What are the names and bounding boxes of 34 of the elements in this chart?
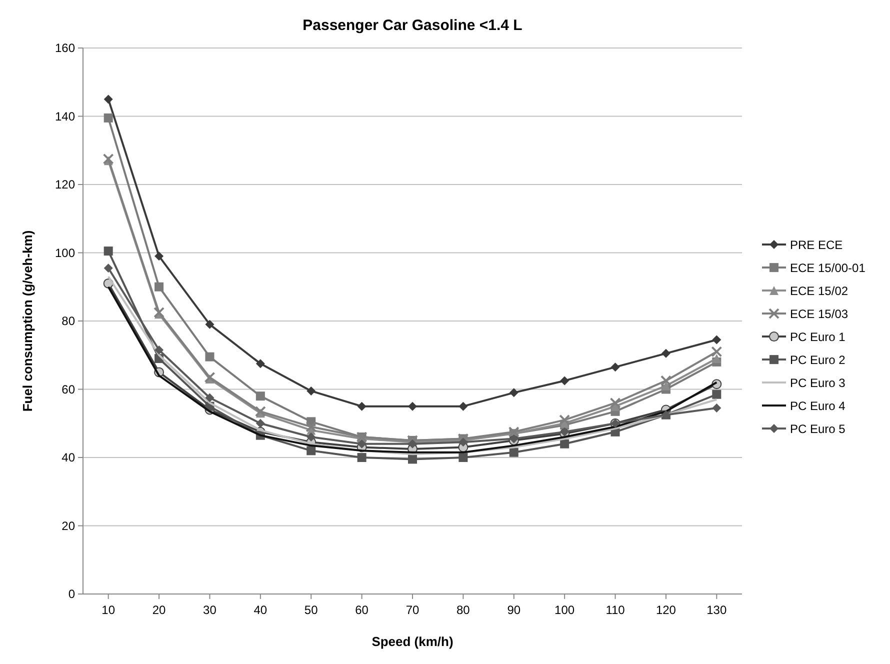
chart-title: Passenger Car Gasoline <1.4 L — [302, 17, 522, 34]
y-tick-label: 140 — [54, 109, 76, 124]
y-tick-label: 80 — [62, 314, 76, 328]
x-tick-label: 80 — [456, 603, 470, 617]
x-tick-label: 130 — [706, 603, 727, 617]
legend-label: PC Euro 2 — [790, 352, 846, 367]
legend-label: PC Euro 1 — [790, 330, 846, 344]
y-tick-label: 0 — [68, 587, 76, 602]
x-tick-label: 40 — [254, 603, 268, 617]
x-tick-label: 100 — [554, 603, 575, 617]
x-axis-title: Speed (km/h) — [372, 634, 454, 649]
x-tick-label: 10 — [102, 603, 116, 617]
y-axis-title: Fuel consumption (g/veh-km) — [20, 230, 35, 412]
y-tick-label: 120 — [54, 178, 76, 192]
x-tick-label: 50 — [304, 603, 318, 617]
legend-label: ECE 15/02 — [790, 284, 848, 298]
y-tick-label: 100 — [54, 246, 76, 260]
legend-label: PC Euro 3 — [790, 376, 846, 390]
y-tick-label: 20 — [62, 518, 76, 533]
y-tick-label: 40 — [62, 450, 76, 465]
x-tick-label: 120 — [656, 603, 676, 617]
x-tick-label: 90 — [507, 603, 521, 617]
x-tick-label: 20 — [152, 603, 166, 617]
y-tick-label: 160 — [54, 41, 76, 56]
legend-label: ECE 15/00-01 — [790, 260, 866, 275]
legend-label: PC Euro 5 — [790, 422, 846, 436]
x-tick-label: 70 — [406, 603, 420, 617]
y-tick-label: 60 — [62, 382, 76, 396]
x-tick-label: 110 — [606, 603, 626, 617]
legend-label: PC Euro 4 — [790, 398, 846, 413]
x-tick-label: 30 — [203, 603, 217, 617]
legend-label: PRE ECE — [790, 238, 843, 252]
legend-label: ECE 15/03 — [790, 306, 848, 321]
x-tick-label: 60 — [355, 603, 369, 617]
